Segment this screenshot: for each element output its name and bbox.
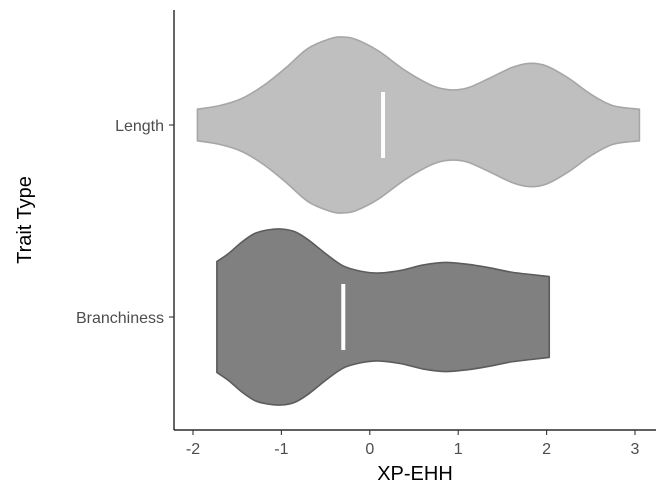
x-tick-label: 2 [542, 441, 551, 458]
plot-area [196, 36, 641, 406]
y-tick-label-branchiness: Branchiness [76, 310, 164, 327]
x-tick-label: 1 [454, 441, 463, 458]
y-axis-ticks: Length Branchiness [76, 118, 174, 327]
x-axis-ticks: -2 -1 0 1 2 3 [186, 430, 640, 458]
y-tick-label-length: Length [115, 118, 164, 135]
x-tick-label: 0 [365, 441, 374, 458]
violin-length [196, 36, 641, 214]
x-tick-label: -1 [274, 441, 288, 458]
x-axis-title: XP-EHH [377, 463, 453, 485]
x-tick-label: 3 [631, 441, 640, 458]
y-axis-title: Trait Type [14, 176, 36, 264]
x-tick-label: -2 [186, 441, 200, 458]
violin-branchiness [216, 228, 551, 406]
